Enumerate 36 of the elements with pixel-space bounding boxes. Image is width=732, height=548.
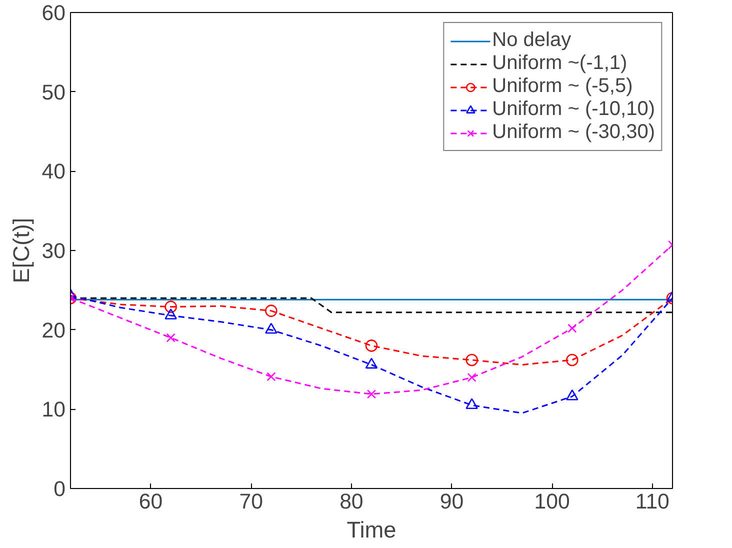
x-axis-title: Time — [346, 516, 396, 542]
point — [265, 304, 278, 317]
legend-label: Uniform ~(-1,1) — [492, 52, 628, 75]
x-tick-label: 70 — [239, 490, 264, 514]
y-tick-label: 10 — [42, 398, 66, 422]
point — [164, 308, 177, 320]
point — [467, 372, 476, 382]
point — [265, 322, 278, 334]
point — [164, 300, 177, 313]
point — [566, 354, 578, 366]
legend-label: No delay — [492, 29, 572, 52]
x-tick-label: 60 — [138, 490, 163, 514]
point — [365, 358, 378, 369]
point — [466, 398, 478, 410]
legend-label: Uniform ~ (-30,30) — [492, 121, 655, 144]
point — [365, 340, 378, 352]
legend-label: Uniform ~ (-10,10) — [492, 98, 655, 121]
y-tick-label: 40 — [42, 160, 66, 184]
point — [266, 372, 276, 382]
point — [366, 390, 376, 399]
y-axis-title: E[C(t)] — [8, 218, 34, 284]
x-tick-label: 110 — [635, 490, 670, 514]
line-series — [70, 244, 672, 395]
y-tick-label: 30 — [42, 239, 66, 263]
x-tick-label: 90 — [440, 490, 464, 514]
legend-label: Uniform ~ (-5,5) — [492, 75, 633, 98]
point — [166, 333, 176, 342]
y-tick-label: 60 — [42, 1, 66, 25]
y-tick-label: 0 — [54, 477, 66, 501]
point — [566, 389, 578, 400]
x-tick-label: 80 — [340, 490, 364, 514]
y-tick-label: 50 — [42, 80, 66, 104]
x-tick-label: 100 — [534, 490, 570, 514]
point — [466, 354, 478, 366]
y-tick-label: 20 — [42, 318, 66, 342]
point — [568, 324, 577, 333]
